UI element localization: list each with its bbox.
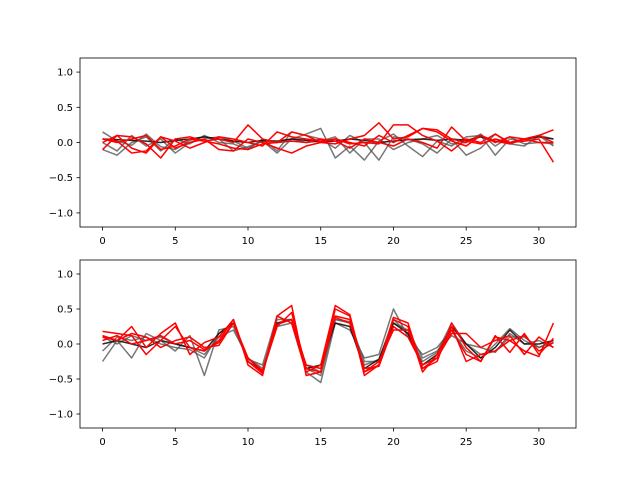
- series-line-7: [102, 304, 555, 375]
- x-tick-label: 30: [533, 437, 546, 448]
- y-tick-label: 0.0: [57, 138, 73, 149]
- y-tick-label: 0.5: [57, 305, 73, 316]
- y-tick-label: −1.0: [49, 410, 73, 421]
- top-plot: 0 5 10 15 20 25 30 −1.0 −0.5 0.0 0.5 1.0: [49, 57, 577, 247]
- x-tick-label: 5: [172, 236, 178, 247]
- y-tick-label: 1.0: [57, 270, 73, 281]
- bottom-plot: 0 5 10 15 20 25 30 −1.0 −0.5 0.0 0.5 1.0: [49, 259, 577, 448]
- y-tick-label: −0.5: [49, 375, 73, 386]
- y-tick-label: 1.0: [57, 68, 73, 79]
- series-line-3: [102, 133, 554, 154]
- x-tick-label: 0: [99, 236, 105, 247]
- x-tick-label: 0: [99, 437, 105, 448]
- x-tick-label: 5: [172, 437, 178, 448]
- y-tick-label: −0.5: [49, 173, 73, 184]
- x-tick-label: 10: [242, 236, 255, 247]
- y-tick-label: 0.0: [57, 340, 73, 351]
- series-line-8: [102, 126, 554, 151]
- x-tick-label: 20: [387, 236, 400, 247]
- x-tick-label: 10: [242, 437, 255, 448]
- x-tick-label: 30: [533, 236, 546, 247]
- y-tick-label: −1.0: [49, 208, 73, 219]
- series-line-8: [102, 316, 554, 372]
- y-tick-label: 0.5: [57, 103, 73, 114]
- x-tick-label: 20: [387, 437, 400, 448]
- x-tick-label: 25: [460, 437, 473, 448]
- x-tick-label: 25: [460, 236, 473, 247]
- x-tick-label: 15: [314, 437, 327, 448]
- x-tick-label: 15: [314, 236, 327, 247]
